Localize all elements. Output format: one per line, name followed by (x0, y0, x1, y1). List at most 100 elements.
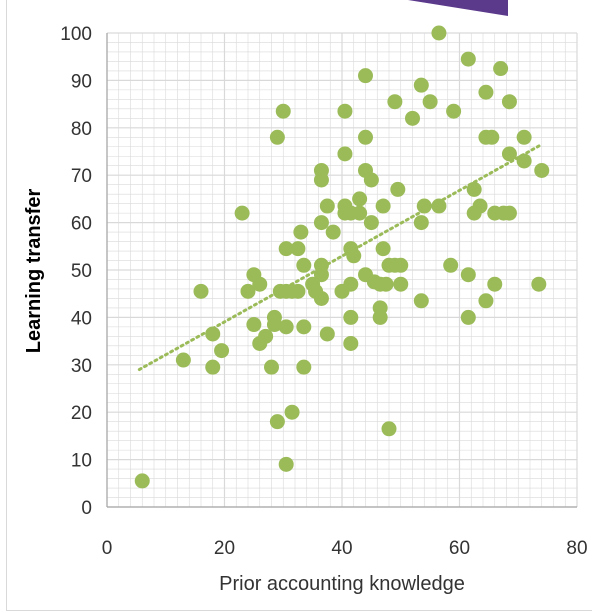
data-point (358, 129, 373, 145)
data-point (460, 309, 476, 325)
data-point (431, 25, 447, 41)
data-point (413, 77, 429, 93)
data-point (501, 205, 517, 221)
data-point (534, 162, 550, 178)
data-point (363, 215, 379, 231)
data-point (193, 283, 209, 299)
data-point (269, 414, 285, 430)
y-tick-label: 50 (71, 261, 92, 282)
data-point (319, 326, 335, 342)
data-point (275, 103, 291, 119)
data-point (531, 276, 547, 292)
data-point (346, 248, 362, 264)
data-point (313, 290, 329, 306)
data-point (472, 198, 488, 214)
data-point (422, 94, 438, 110)
grid-lines (106, 32, 578, 508)
data-point (478, 84, 494, 100)
y-tick-label: 10 (71, 451, 92, 472)
data-point (313, 172, 329, 188)
y-tick-label: 20 (71, 403, 92, 424)
y-axis-title: Learning transfer (23, 189, 45, 354)
axes (106, 33, 577, 508)
data-point (296, 359, 312, 375)
data-point (214, 343, 230, 359)
data-point (393, 276, 409, 292)
x-tick-label: 20 (214, 538, 235, 559)
data-point (293, 224, 309, 240)
data-point (416, 198, 432, 214)
data-point (446, 103, 462, 119)
data-point (516, 129, 532, 145)
data-point (296, 257, 312, 273)
trendline (137, 142, 544, 372)
data-point (313, 267, 329, 283)
y-tick-label: 0 (81, 498, 92, 519)
y-tick-label: 40 (71, 308, 92, 329)
data-point (393, 257, 409, 273)
tick-labels: 0 20 40 60 80 0 10 20 30 40 50 60 70 80 90 100 (60, 24, 587, 559)
data-point (443, 257, 459, 273)
data-point (460, 51, 476, 67)
y-tick-label: 90 (71, 71, 92, 92)
chart-frame (6, 0, 592, 611)
data-point (284, 404, 300, 420)
data-point (431, 198, 447, 214)
data-point (264, 359, 279, 375)
data-point (413, 293, 429, 309)
y-tick-label: 30 (71, 356, 92, 377)
data-point (381, 421, 397, 437)
data-point (363, 172, 379, 188)
data-point (278, 241, 294, 257)
data-point (205, 326, 221, 342)
data-point (240, 283, 256, 299)
data-point (325, 224, 341, 240)
data-point (358, 68, 373, 84)
data-point (352, 191, 368, 207)
x-tick-label: 0 (102, 538, 113, 559)
data-point (501, 94, 517, 110)
data-point (387, 94, 403, 110)
data-point (375, 198, 391, 214)
data-point (175, 352, 191, 368)
data-point (278, 319, 294, 335)
data-point (269, 129, 285, 145)
data-point (258, 328, 274, 344)
data-point (343, 309, 359, 325)
data-point (252, 276, 268, 292)
data-point (352, 205, 368, 221)
data-point (319, 198, 335, 214)
data-points (134, 25, 550, 489)
data-point (493, 61, 509, 77)
corner-arrow-decoration (408, 0, 508, 16)
x-tick-label: 40 (331, 538, 352, 559)
data-point (501, 146, 517, 162)
data-point (487, 276, 503, 292)
data-point (378, 276, 394, 292)
data-point (296, 319, 312, 335)
data-point (466, 181, 482, 197)
data-point (290, 283, 306, 299)
data-point (337, 103, 353, 119)
data-point (372, 309, 388, 325)
data-point (484, 129, 500, 145)
x-axis-title: Prior accounting knowledge (219, 573, 465, 595)
data-point (460, 267, 476, 283)
data-point (313, 215, 329, 231)
data-point (375, 241, 391, 257)
data-point (390, 181, 406, 197)
data-point (278, 456, 294, 472)
y-tick-label: 100 (60, 24, 92, 45)
data-point (343, 276, 359, 292)
data-point (246, 317, 262, 333)
data-point (266, 317, 282, 333)
data-point (290, 241, 306, 257)
data-point (134, 473, 150, 489)
data-point (234, 205, 250, 221)
data-point (478, 293, 494, 309)
y-tick-label: 70 (71, 166, 92, 187)
data-point (516, 153, 532, 169)
data-point (337, 146, 353, 162)
data-point (405, 110, 420, 126)
